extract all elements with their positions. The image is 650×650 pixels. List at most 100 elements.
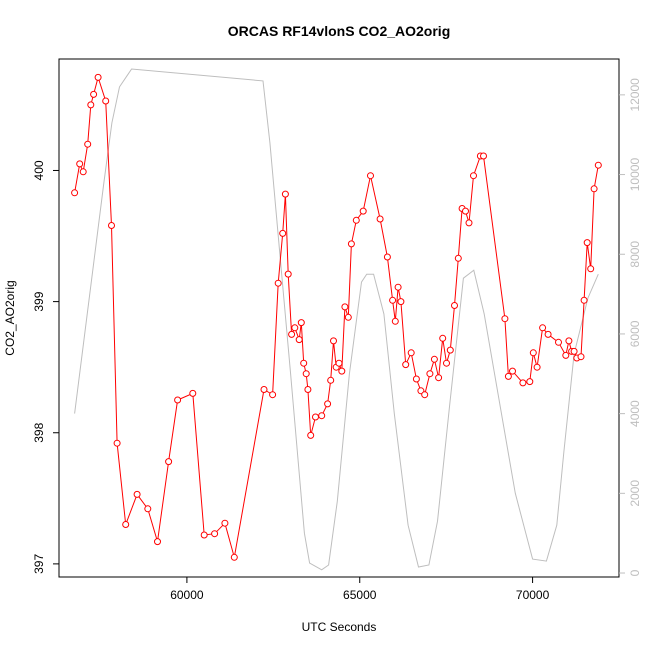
- co2-data-point: [84, 140, 92, 148]
- y2-tick-label: 12000: [628, 78, 642, 112]
- co2-data-point: [327, 376, 335, 384]
- y2-tick-label: 8000: [628, 241, 642, 268]
- co2-data-point: [269, 391, 277, 399]
- co2-data-point: [344, 313, 352, 321]
- co2-data-point: [335, 359, 343, 367]
- y-tick-label: 398: [32, 422, 46, 442]
- co2-data-point: [304, 386, 312, 393]
- co2-data-point: [501, 315, 509, 323]
- co2-data-point: [352, 216, 360, 224]
- co2-data-point: [211, 530, 219, 538]
- y-tick-label: 399: [32, 291, 46, 311]
- altitude-line: [74, 68, 599, 571]
- y-tick-label: 397: [32, 554, 46, 574]
- co2-data-point: [284, 270, 292, 278]
- co2-data-point: [288, 330, 296, 338]
- co2-data-point: [376, 215, 384, 223]
- co2-data-point: [300, 359, 308, 367]
- co2-data-point: [113, 439, 121, 447]
- x-tick-label: 65000: [343, 588, 377, 602]
- x-axis: 60000 65000 70000: [170, 577, 550, 602]
- co2-data-point: [94, 73, 102, 81]
- co2-line: [74, 75, 599, 558]
- co2-data-point: [565, 337, 573, 345]
- plot-frame: [58, 58, 620, 578]
- co2-data-point: [465, 219, 473, 227]
- y-tick-label: 400: [32, 160, 46, 180]
- co2-data-point: [439, 334, 447, 342]
- x-tick-label: 60000: [170, 588, 204, 602]
- y2-axis-right: 0 2000 4000 6000 8000 10000 12000: [619, 78, 642, 576]
- co2-data-point: [580, 296, 588, 304]
- co2-data-point: [71, 189, 79, 197]
- co2-data-point: [402, 361, 410, 369]
- co2-data-point: [108, 222, 115, 229]
- co2-data-point: [330, 337, 337, 345]
- chart-title: ORCAS RF14vlonS CO2_AO2orig: [228, 23, 451, 39]
- co2-data-point: [76, 160, 84, 168]
- co2-data-point: [144, 505, 152, 513]
- co2-data-point: [295, 336, 303, 344]
- series-layer: [71, 68, 602, 571]
- co2-data-point: [407, 349, 415, 357]
- co2-data-point: [389, 296, 397, 304]
- co2-data-point: [122, 521, 130, 528]
- co2-data-point: [90, 90, 98, 98]
- co2-data-point: [519, 379, 527, 387]
- y-axis-label: CO2_AO2orig: [3, 280, 17, 355]
- co2-data-point: [562, 351, 570, 359]
- co2-data-point: [302, 370, 310, 378]
- co2-data-point: [102, 97, 110, 105]
- co2-data-point: [526, 378, 534, 386]
- co2-data-point: [230, 553, 238, 561]
- co2-data-point: [421, 391, 429, 399]
- co2-data-point: [324, 400, 332, 408]
- co2-data-point: [279, 229, 287, 237]
- co2-data-point: [583, 239, 591, 247]
- y2-tick-label: 10000: [628, 158, 642, 192]
- co2-data-point: [338, 367, 346, 375]
- co2-data-point: [480, 152, 487, 160]
- y2-tick-label: 6000: [628, 320, 642, 347]
- co2-data-point: [291, 324, 299, 332]
- co2-data-point: [274, 279, 282, 287]
- co2-data-point: [397, 298, 405, 306]
- co2-data-point: [165, 458, 173, 466]
- co2-data-point: [430, 355, 438, 363]
- co2-data-point: [454, 254, 462, 262]
- co2-data-point: [435, 374, 443, 382]
- co2-data-point: [394, 283, 402, 291]
- co2-data-point: [470, 172, 477, 180]
- x-tick-label: 70000: [516, 588, 550, 602]
- co2-data-point: [590, 185, 598, 193]
- y2-tick-label: 4000: [628, 400, 642, 427]
- x-axis-label: UTC Seconds: [302, 620, 377, 634]
- co2-data-point: [443, 359, 450, 367]
- y2-tick-label: 0: [628, 569, 642, 576]
- co2-data-point: [312, 413, 319, 421]
- co2-data-point: [79, 168, 87, 176]
- co2-data-point: [533, 363, 541, 371]
- co2-data-point: [570, 347, 578, 355]
- co2-data-point: [359, 207, 367, 215]
- co2-data-point: [529, 349, 537, 357]
- co2-data-point: [221, 519, 229, 527]
- co2-data-point: [451, 302, 458, 309]
- co2-data-point: [133, 490, 141, 498]
- co2-data-point: [367, 172, 374, 180]
- co2-data-point: [504, 372, 512, 380]
- co2-data-point: [341, 303, 349, 311]
- co2-data-point: [587, 265, 595, 273]
- co2-data-point: [412, 375, 420, 383]
- co2-data-point: [189, 389, 197, 397]
- co2-data-point: [200, 531, 208, 539]
- co2-data-point: [297, 319, 305, 327]
- co2-data-point: [260, 386, 268, 393]
- co2-data-point: [446, 346, 454, 354]
- co2-data-point: [307, 431, 315, 439]
- y2-tick-label: 2000: [628, 480, 642, 507]
- y-axis: 397 398 399 400: [32, 160, 59, 574]
- co2-data-point: [426, 370, 434, 378]
- co2-data-point: [509, 367, 516, 375]
